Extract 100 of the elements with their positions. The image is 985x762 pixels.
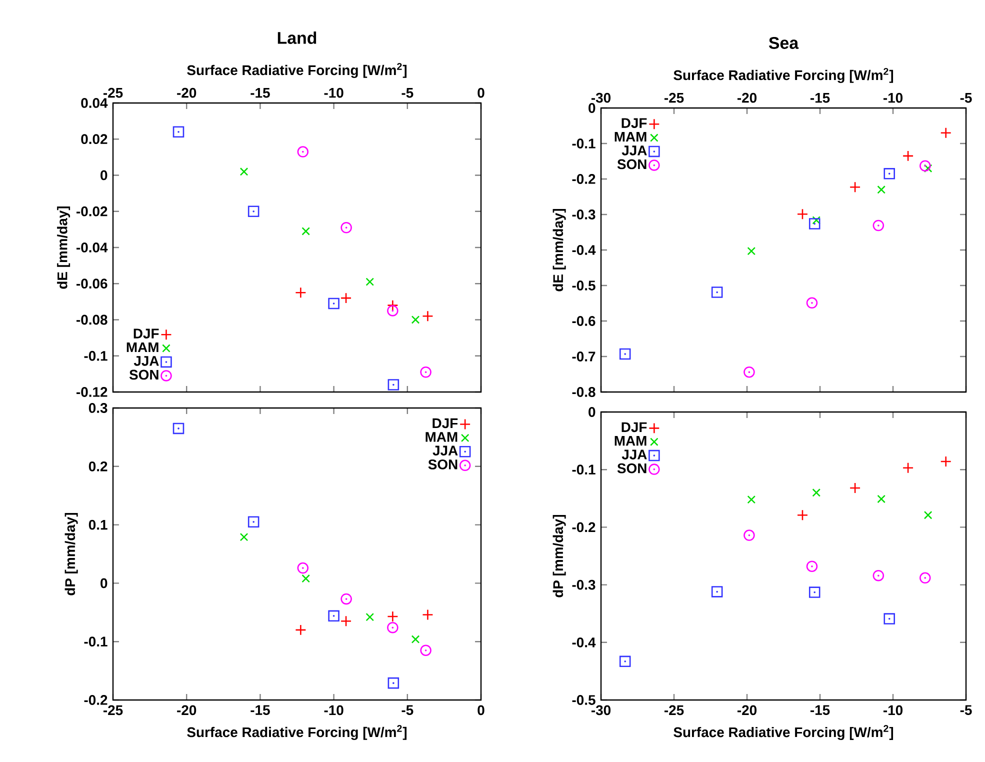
y-tick-label: -0.1 <box>572 138 596 148</box>
y-tick-label: 0 <box>588 407 596 417</box>
y-axis-title: dE [mm/day] <box>552 208 566 292</box>
point <box>387 610 398 622</box>
y-tick-label: -0.1 <box>84 350 108 361</box>
x-tick-label: -25 <box>103 705 123 716</box>
point <box>240 532 248 542</box>
y-tick-label: -0.4 <box>572 637 596 648</box>
x-tick-label: -15 <box>810 93 830 103</box>
point <box>328 298 340 310</box>
point <box>422 310 434 322</box>
x-tick-label: -25 <box>664 705 684 716</box>
legend-label: DJF <box>432 418 458 428</box>
point <box>744 366 755 378</box>
legend-label: SON <box>617 463 646 474</box>
point <box>808 586 820 598</box>
point <box>924 164 932 173</box>
point <box>920 572 931 584</box>
point <box>328 610 340 622</box>
point <box>387 305 398 316</box>
point <box>920 160 931 172</box>
point <box>812 216 821 224</box>
y-tick-label: -0.8 <box>572 387 596 397</box>
legend-label: SON <box>428 459 458 470</box>
legend-label: JJA <box>622 146 647 156</box>
point <box>388 677 400 689</box>
x-tick-label: -30 <box>591 92 611 103</box>
y-tick-label: -0.2 <box>572 174 596 184</box>
y-tick-label: 0.2 <box>88 461 108 472</box>
point <box>387 622 398 634</box>
y-axis-title: dE [mm/day] <box>57 206 70 289</box>
x-tick-label: -15 <box>250 88 270 98</box>
legend-label: JJA <box>134 356 159 366</box>
y-tick-label: 0 <box>588 103 596 113</box>
point <box>902 462 914 474</box>
legend-label: DJF <box>622 118 647 128</box>
point <box>340 292 352 304</box>
point <box>940 127 952 138</box>
x-tick-label: -10 <box>324 705 344 716</box>
x-tick-label: -10 <box>883 705 903 716</box>
x-axis-title: Surface Radiative Forcing [W/m$^{2}$] <box>674 725 894 740</box>
point <box>812 488 821 497</box>
y-tick-label: 0 <box>100 578 108 588</box>
x-tick-label: -5 <box>960 93 972 103</box>
y-tick-label: 0.04 <box>81 98 108 108</box>
point <box>422 609 434 620</box>
x-tick-label: -25 <box>664 92 684 103</box>
point <box>884 613 895 624</box>
legend-label: SON <box>617 159 646 170</box>
y-tick-label: 0.3 <box>88 403 108 413</box>
x-tick-label: -5 <box>402 88 414 98</box>
point <box>806 560 818 572</box>
legend-label: DJF <box>134 328 159 338</box>
point <box>744 530 755 541</box>
x-tick-label: -10 <box>324 88 344 98</box>
x-tick-label: -20 <box>177 705 196 716</box>
y-tick-label: -0.3 <box>572 580 596 590</box>
y-tick-label: -0.08 <box>76 314 108 325</box>
point <box>806 297 818 309</box>
point <box>940 456 952 468</box>
x-tick-label: -20 <box>737 705 757 716</box>
point <box>902 150 914 162</box>
legend-label: MAM <box>614 132 646 142</box>
point <box>619 348 631 360</box>
y-tick-label: -0.04 <box>76 242 108 252</box>
point <box>295 287 306 298</box>
chart-title: Land <box>278 32 316 44</box>
point <box>297 146 309 158</box>
point <box>924 510 932 520</box>
y-tick-label: -0.3 <box>572 210 596 220</box>
point <box>711 286 723 298</box>
x-tick-label: -15 <box>810 705 830 715</box>
y-tick-label: -0.6 <box>572 316 596 326</box>
x-tick-label: -20 <box>177 88 196 98</box>
x-tick-label: -10 <box>883 92 903 103</box>
legend-label: MAM <box>614 436 646 446</box>
y-tick-label: -0.1 <box>572 464 596 475</box>
x-tick-label: -30 <box>591 705 611 716</box>
point <box>872 220 884 232</box>
point <box>747 495 756 504</box>
point <box>849 182 861 193</box>
point <box>302 574 310 583</box>
point <box>796 208 808 220</box>
x-tick-label: -5 <box>960 705 972 715</box>
x-tick-label: -25 <box>103 88 123 98</box>
x-tick-label: -20 <box>737 92 757 103</box>
point <box>340 616 352 627</box>
legend-label: DJF <box>622 422 647 432</box>
point <box>240 167 248 176</box>
legend-label: JJA <box>432 446 458 456</box>
point <box>366 278 374 286</box>
point <box>172 422 184 434</box>
y-tick-label: -0.5 <box>572 280 596 290</box>
point <box>366 612 374 622</box>
point <box>796 509 808 521</box>
y-tick-label: -0.2 <box>572 522 596 532</box>
y-tick-label: -0.5 <box>572 695 596 705</box>
x-axis-title: Surface Radiative Forcing [W/m$^{2}$] <box>187 725 407 740</box>
point <box>711 586 723 598</box>
chart-title: Sea <box>768 36 799 49</box>
